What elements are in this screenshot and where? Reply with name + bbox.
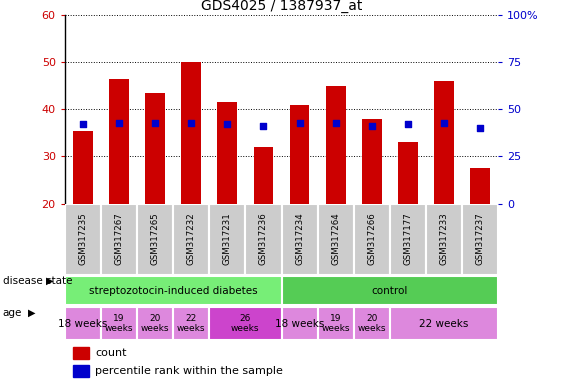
FancyBboxPatch shape	[209, 204, 245, 275]
Text: 22
weeks: 22 weeks	[177, 314, 205, 333]
FancyBboxPatch shape	[390, 204, 426, 275]
Text: GSM317233: GSM317233	[440, 213, 449, 265]
Bar	[181, 62, 201, 204]
Text: GSM317237: GSM317237	[476, 213, 485, 265]
Point	[476, 125, 485, 131]
Point	[440, 119, 449, 126]
Text: ▶: ▶	[28, 308, 35, 318]
Bar	[362, 119, 382, 204]
Text: GSM317231: GSM317231	[223, 213, 232, 265]
FancyBboxPatch shape	[65, 276, 282, 305]
FancyBboxPatch shape	[282, 307, 318, 340]
FancyBboxPatch shape	[101, 307, 137, 340]
Text: GSM317236: GSM317236	[259, 213, 268, 265]
Text: GSM317266: GSM317266	[367, 213, 376, 265]
FancyBboxPatch shape	[390, 307, 498, 340]
Point	[78, 121, 87, 127]
Text: count: count	[95, 348, 127, 358]
Text: 22 weeks: 22 weeks	[419, 318, 469, 329]
Text: GSM317264: GSM317264	[331, 213, 340, 265]
FancyBboxPatch shape	[426, 204, 462, 275]
Text: 19
weeks: 19 weeks	[321, 314, 350, 333]
Point	[331, 119, 340, 126]
Text: 26
weeks: 26 weeks	[231, 314, 260, 333]
Text: streptozotocin-induced diabetes: streptozotocin-induced diabetes	[89, 286, 257, 296]
Text: 20
weeks: 20 weeks	[141, 314, 169, 333]
Title: GDS4025 / 1387937_at: GDS4025 / 1387937_at	[201, 0, 362, 13]
FancyBboxPatch shape	[65, 307, 101, 340]
Text: 20
weeks: 20 weeks	[358, 314, 386, 333]
FancyBboxPatch shape	[282, 204, 318, 275]
Point	[259, 123, 268, 129]
Text: age: age	[3, 308, 22, 318]
FancyBboxPatch shape	[318, 204, 354, 275]
Point	[223, 121, 232, 127]
Text: percentile rank within the sample: percentile rank within the sample	[95, 366, 283, 376]
Text: GSM317235: GSM317235	[78, 213, 87, 265]
Text: GSM317177: GSM317177	[404, 213, 413, 265]
Text: ▶: ▶	[46, 276, 53, 286]
FancyBboxPatch shape	[209, 307, 282, 340]
Bar	[73, 347, 88, 359]
Point	[150, 119, 159, 126]
Point	[404, 121, 413, 127]
FancyBboxPatch shape	[354, 204, 390, 275]
Point	[295, 119, 304, 126]
Bar	[289, 105, 310, 204]
FancyBboxPatch shape	[101, 204, 137, 275]
Bar	[434, 81, 454, 204]
Text: GSM317232: GSM317232	[187, 213, 196, 265]
FancyBboxPatch shape	[173, 307, 209, 340]
Point	[114, 119, 123, 126]
Bar	[470, 168, 490, 204]
Bar	[145, 93, 165, 204]
Text: 18 weeks: 18 weeks	[58, 318, 108, 329]
Text: 19
weeks: 19 weeks	[105, 314, 133, 333]
Bar	[73, 131, 93, 204]
FancyBboxPatch shape	[245, 204, 282, 275]
Bar	[73, 365, 88, 377]
Bar	[217, 103, 237, 204]
FancyBboxPatch shape	[354, 307, 390, 340]
FancyBboxPatch shape	[318, 307, 354, 340]
FancyBboxPatch shape	[137, 204, 173, 275]
Text: 18 weeks: 18 weeks	[275, 318, 324, 329]
FancyBboxPatch shape	[65, 204, 101, 275]
FancyBboxPatch shape	[173, 204, 209, 275]
Text: GSM317234: GSM317234	[295, 213, 304, 265]
FancyBboxPatch shape	[282, 276, 498, 305]
Bar	[253, 147, 274, 204]
Text: GSM317265: GSM317265	[150, 213, 159, 265]
Text: disease state: disease state	[3, 276, 72, 286]
Point	[367, 123, 376, 129]
Bar	[109, 79, 129, 204]
Text: GSM317267: GSM317267	[114, 213, 123, 265]
Point	[187, 119, 196, 126]
FancyBboxPatch shape	[137, 307, 173, 340]
Bar	[326, 86, 346, 204]
Bar	[398, 142, 418, 204]
FancyBboxPatch shape	[462, 204, 498, 275]
Text: control: control	[372, 286, 408, 296]
